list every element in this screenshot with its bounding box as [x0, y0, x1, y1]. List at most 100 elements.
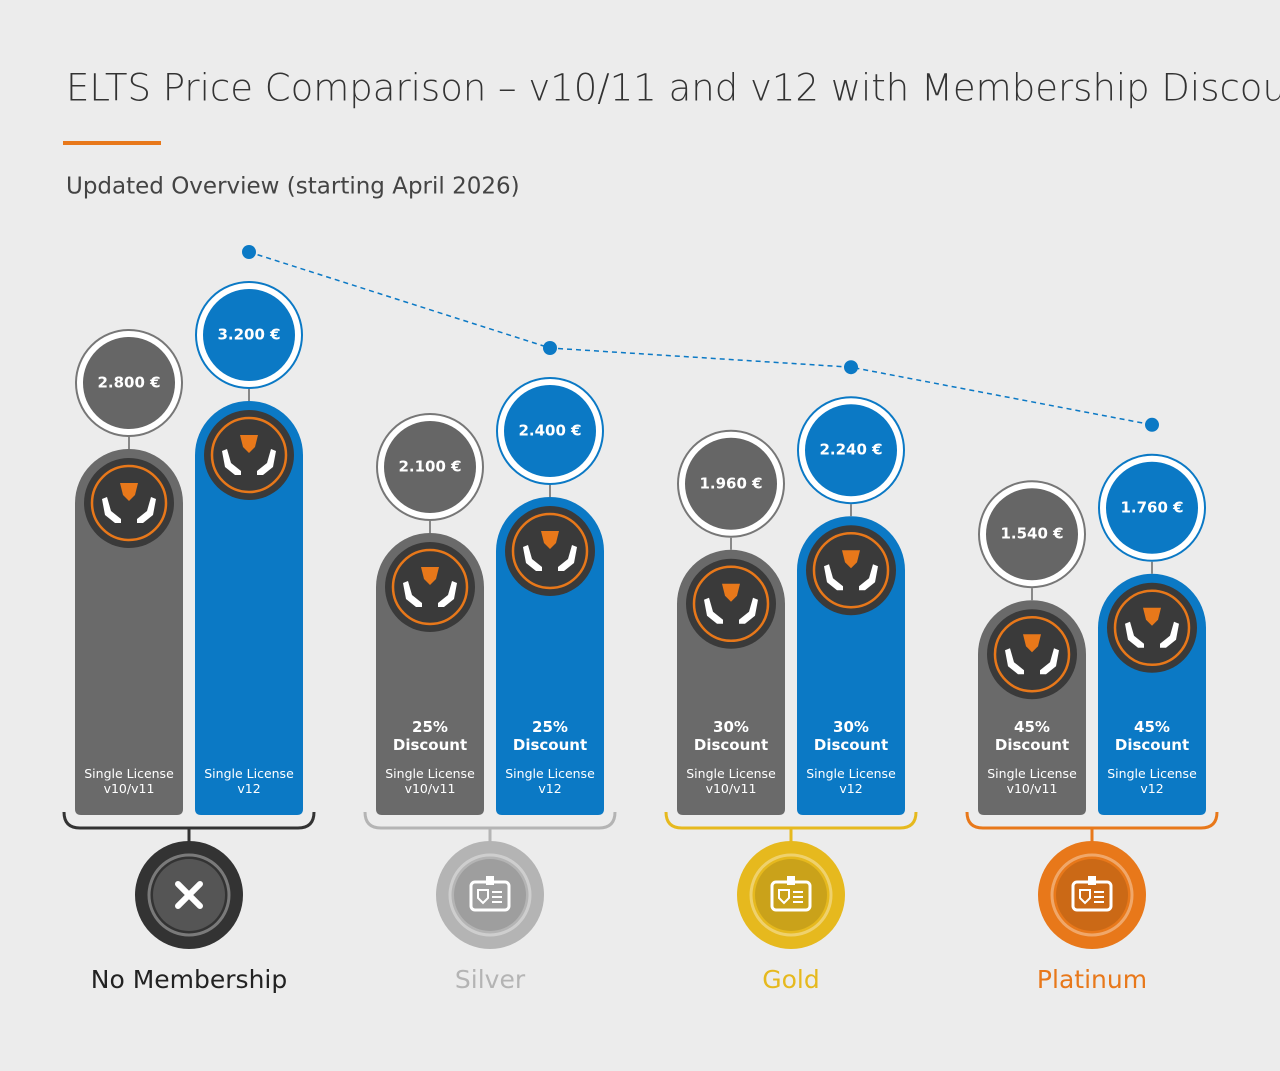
price-label: 1.540 €	[1000, 525, 1063, 543]
chart-subtitle: Updated Overview (starting April 2026)	[66, 174, 520, 200]
icon-logo	[1143, 607, 1161, 626]
icon-hands	[222, 449, 276, 475]
icon-hands	[1005, 648, 1059, 675]
icon-disc	[686, 558, 776, 649]
icon-logo	[842, 550, 860, 569]
price-label: 3.200 €	[217, 326, 280, 344]
category-label: Silver	[455, 965, 526, 994]
price-label: 2.400 €	[518, 422, 581, 440]
series-label-box: Single License v10/v11	[385, 766, 475, 796]
discount-label: 30% Discount	[693, 718, 769, 754]
series-label-box: Single License v10/v11	[686, 766, 776, 796]
discount-label-box: 45% Discount	[994, 718, 1070, 754]
icon-ring	[90, 464, 168, 542]
bracket	[363, 811, 617, 842]
icon-hands	[704, 597, 758, 624]
icon-disc	[505, 506, 595, 596]
icon-ring	[391, 548, 469, 626]
trend-dot	[1145, 417, 1159, 432]
icon-hands	[1125, 621, 1179, 648]
discount-label: 30% Discount	[813, 718, 889, 754]
price-circle	[805, 404, 897, 497]
icon-disc	[987, 609, 1077, 700]
badge-outer	[737, 841, 845, 949]
bar	[195, 401, 303, 815]
icon-disc	[1107, 582, 1197, 673]
series-label-box: Single License v12	[505, 766, 595, 796]
icon-hands	[403, 581, 457, 607]
badge-outer	[436, 841, 544, 949]
category-label: No Membership	[91, 965, 287, 994]
category-label: Gold	[762, 965, 819, 994]
bracket	[62, 811, 316, 842]
series-label-box: Single License v12	[204, 766, 294, 796]
badge-clip	[486, 876, 494, 885]
series-label: Single License v12	[1107, 766, 1197, 796]
badge-inner	[1056, 859, 1128, 931]
badge-inner	[755, 859, 827, 931]
title-underline	[63, 141, 161, 145]
icon-ring	[812, 531, 890, 609]
series-label: Single License v10/v11	[385, 766, 475, 796]
icon-disc	[84, 458, 174, 548]
icon-ring	[210, 416, 288, 494]
icon-disc	[385, 542, 475, 632]
badge-ring	[749, 853, 833, 937]
discount-label: 45% Discount	[994, 718, 1070, 754]
bracket	[965, 811, 1219, 842]
badge-icon	[175, 881, 203, 909]
icon-logo	[421, 567, 439, 585]
series-label: Single License v12	[505, 766, 595, 796]
badge-clip	[1088, 876, 1096, 885]
badge-lines	[778, 889, 803, 905]
discount-label: 25% Discount	[512, 718, 588, 754]
bar	[75, 449, 183, 815]
series-label: Single License v10/v11	[987, 766, 1077, 796]
price-circle	[986, 488, 1078, 581]
badge-ring	[147, 853, 231, 937]
price-label: 2.800 €	[97, 374, 160, 392]
icon-disc	[806, 525, 896, 616]
badge-inner	[454, 859, 526, 931]
badge-ring	[448, 853, 532, 937]
icon-ring	[1113, 589, 1191, 667]
series-label: Single License v10/v11	[686, 766, 776, 796]
icon-hands	[102, 497, 156, 523]
icon-logo	[1023, 634, 1041, 653]
badge-clip	[787, 876, 795, 885]
price-circle	[384, 421, 476, 513]
price-label: 2.240 €	[819, 441, 882, 459]
discount-label-box: 30% Discount	[693, 718, 769, 754]
chart-title: ELTS Price Comparison – v10/11 and v12 w…	[66, 67, 1280, 110]
discount-label-box: 30% Discount	[813, 718, 889, 754]
trend-dot	[543, 341, 557, 355]
series-label-box: Single License v12	[1107, 766, 1197, 796]
series-label: Single License v12	[806, 766, 896, 796]
price-circle	[504, 385, 596, 477]
price-circle	[1106, 461, 1198, 554]
trend-dot	[844, 360, 858, 375]
discount-label: 45% Discount	[1114, 718, 1190, 754]
icon-logo	[120, 483, 138, 501]
discount-label: 25% Discount	[392, 718, 468, 754]
series-label-box: Single License v10/v11	[84, 766, 174, 796]
price-label: 1.760 €	[1120, 498, 1183, 516]
badge-ring	[1050, 853, 1134, 937]
icon-ring	[993, 615, 1071, 693]
icon-ring	[511, 512, 589, 590]
icon-hands	[523, 545, 577, 571]
badge-outer	[1038, 841, 1146, 949]
discount-label-box: 45% Discount	[1114, 718, 1190, 754]
icon-ring	[692, 565, 770, 643]
badge-lines	[1079, 889, 1104, 905]
price-circle	[685, 437, 777, 530]
series-label: Single License v10/v11	[84, 766, 174, 796]
icon-logo	[541, 531, 559, 549]
trend-line	[248, 251, 1153, 426]
icon-logo	[722, 583, 740, 602]
price-label: 2.100 €	[398, 458, 461, 476]
discount-label-box: 25% Discount	[512, 718, 588, 754]
series-label: Single License v12	[204, 766, 294, 796]
icon-disc	[204, 410, 294, 500]
